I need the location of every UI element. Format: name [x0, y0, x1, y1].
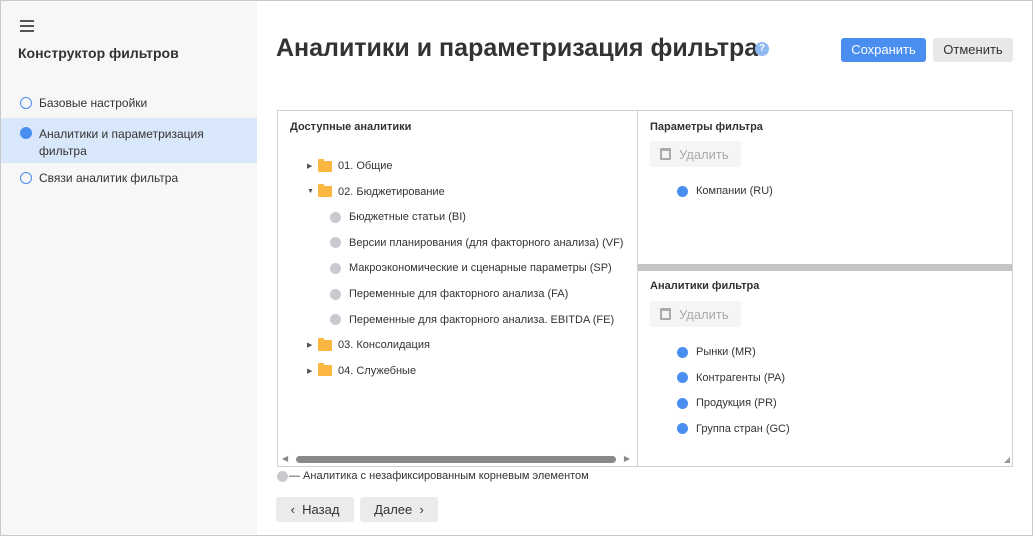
sidebar-step-basic[interactable]: Базовые настройки: [1, 96, 257, 114]
tree-item[interactable]: Бюджетные статьи (BI): [330, 211, 466, 223]
radio-icon: [20, 172, 32, 184]
list-item[interactable]: Продукция (PR): [677, 397, 777, 409]
analytic-dot-icon: [677, 423, 688, 435]
help-icon[interactable]: ?: [755, 42, 769, 56]
caret-right-icon[interactable]: ▶: [307, 163, 313, 170]
tree-folder[interactable]: ▶ 03. Консолидация: [307, 337, 430, 352]
panel-splitter[interactable]: [638, 264, 1012, 271]
folder-icon: [318, 363, 332, 377]
tree-item[interactable]: Переменные для факторного анализа. EBITD…: [330, 314, 614, 326]
analytic-dot-icon: [330, 211, 341, 223]
right-panel: Параметры фильтра Удалить Компании (RU) …: [638, 111, 1012, 466]
analytic-dot-icon: [677, 372, 688, 384]
filter-analytics-title: Аналитики фильтра: [650, 280, 760, 292]
caret-right-icon[interactable]: ▶: [307, 367, 313, 375]
sidebar-title: Конструктор фильтров: [18, 45, 179, 61]
analytic-dot-icon: [330, 262, 341, 274]
available-title: Доступные аналитики: [290, 121, 412, 133]
analytic-dot-icon: [330, 288, 341, 300]
analytic-dot-icon: [330, 237, 341, 249]
cancel-button[interactable]: Отменить: [933, 38, 1013, 62]
tree-folder[interactable]: ▼ 02. Бюджетирование: [307, 184, 445, 198]
analytic-dot-icon: [677, 346, 688, 358]
next-button[interactable]: Далее ›: [360, 497, 438, 522]
trash-icon: [660, 308, 671, 320]
tree-item[interactable]: Версии планирования (для факторного анал…: [330, 237, 623, 249]
horizontal-scrollbar[interactable]: ◀ ▶: [282, 453, 632, 465]
list-item[interactable]: Компании (RU): [677, 185, 773, 197]
page-title: Аналитики и параметризация фильтра: [276, 34, 759, 62]
scroll-right-icon[interactable]: ▶: [623, 454, 630, 463]
scroll-left-icon[interactable]: ◀: [282, 454, 289, 463]
list-item[interactable]: Контрагенты (PA): [677, 372, 785, 384]
analytic-dot-icon: [677, 185, 688, 197]
params-title: Параметры фильтра: [650, 121, 763, 133]
params-delete-button[interactable]: Удалить: [650, 141, 741, 167]
folder-icon: [318, 158, 332, 172]
tree-folder[interactable]: ▶ 01. Общие: [307, 158, 393, 172]
editor-panel: Доступные аналитики ▶ 01. Общие ▼ 02. Бюдже…: [277, 110, 1013, 467]
radio-icon: [20, 97, 32, 109]
list-item[interactable]: Рынки (MR): [677, 346, 756, 358]
trash-icon: [660, 148, 671, 160]
sidebar-step-links[interactable]: Связи аналитик фильтра: [1, 171, 257, 189]
tree-item[interactable]: Переменные для факторного анализа (FA): [330, 288, 568, 300]
save-button[interactable]: Сохранить: [841, 38, 926, 62]
legend: — Аналитика с незафиксированным корневым…: [277, 470, 589, 482]
sidebar: Конструктор фильтров Базовые настройки А…: [1, 1, 257, 535]
radio-icon: [20, 127, 32, 139]
unfixed-dot-icon: [277, 470, 288, 482]
analytic-dot-icon: [677, 397, 688, 409]
scrollbar-thumb[interactable]: [296, 456, 616, 463]
menu-icon[interactable]: [20, 20, 34, 32]
sidebar-step-analytics[interactable]: Аналитики и параметризация фильтра: [1, 118, 257, 163]
list-item[interactable]: Группа стран (GC): [677, 423, 790, 435]
available-analytics-panel: Доступные аналитики ▶ 01. Общие ▼ 02. Бюдже…: [278, 111, 638, 466]
filter-analytics-delete-button[interactable]: Удалить: [650, 301, 741, 327]
caret-right-icon[interactable]: ▶: [307, 342, 313, 350]
tree-folder[interactable]: ▶ 04. Служебные: [307, 363, 417, 377]
tree-item[interactable]: Макроэкономические и сценарные параметры…: [330, 262, 612, 274]
folder-icon: [318, 337, 332, 351]
caret-down-icon[interactable]: ▼: [307, 188, 314, 196]
resize-grip-icon[interactable]: ◢: [1003, 455, 1010, 464]
analytic-dot-icon: [330, 314, 341, 326]
back-button[interactable]: ‹ Назад: [276, 497, 354, 522]
folder-icon: [318, 184, 332, 198]
